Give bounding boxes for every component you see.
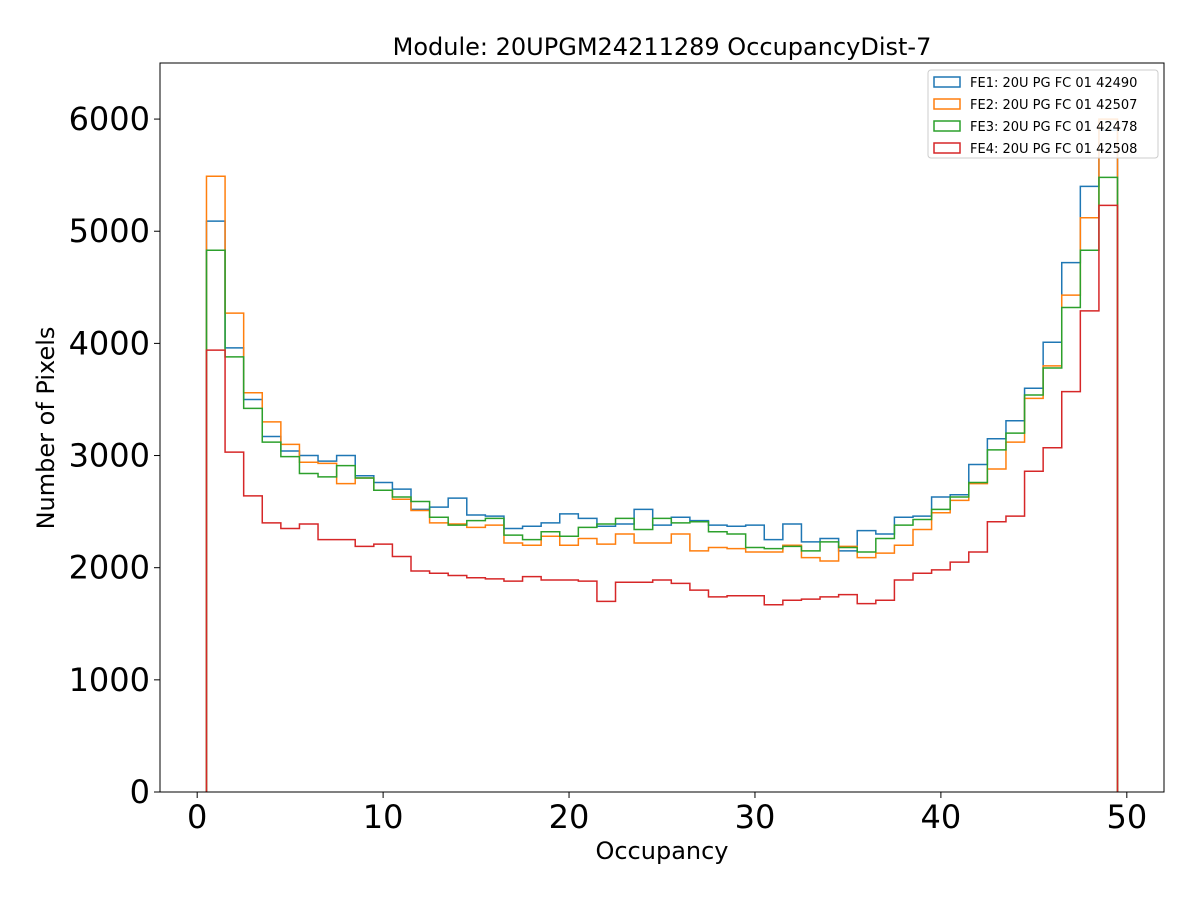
legend-swatch-fe4	[933, 142, 961, 154]
x-tick-label: 0	[187, 798, 207, 836]
legend-label-fe4: FE4: 20U PG FC 01 42508	[970, 142, 1137, 157]
x-axis-label: Occupancy	[595, 837, 728, 865]
plot-area	[159, 62, 1165, 793]
legend-label-fe3: FE3: 20U PG FC 01 42478	[970, 120, 1137, 135]
legend-label-fe1: FE1: 20U PG FC 01 42490	[970, 76, 1137, 91]
y-tick-label: 6000	[69, 100, 150, 138]
y-axis: 0 1000 2000 3000 4000 5000 6000	[69, 100, 160, 811]
y-tick-label: 0	[130, 773, 150, 811]
chart-title: Module: 20UPGM24211289 OccupancyDist-7	[393, 33, 932, 61]
y-tick-label: 2000	[69, 549, 150, 587]
x-tick-label: 30	[735, 798, 776, 836]
x-tick-label: 10	[363, 798, 404, 836]
legend-swatch-fe2	[933, 98, 961, 110]
legend-box	[927, 69, 1159, 159]
y-tick-label: 1000	[69, 661, 150, 699]
legend: FE1: 20U PG FC 01 42490 FE2: 20U PG FC 01…	[927, 69, 1159, 159]
x-tick-label: 40	[921, 798, 962, 836]
x-axis: 0 10 20 30 40 50	[187, 792, 1147, 836]
legend-swatch-fe3	[933, 120, 961, 132]
legend-swatch-fe1	[933, 76, 961, 88]
x-tick-label: 20	[549, 798, 590, 836]
y-tick-label: 3000	[69, 437, 150, 475]
y-tick-label: 5000	[69, 212, 150, 250]
x-tick-label: 50	[1106, 798, 1147, 836]
y-tick-label: 4000	[69, 324, 150, 362]
series-fe4-step-line	[205, 204, 1119, 792]
legend-label-fe2: FE2: 20U PG FC 01 42507	[970, 98, 1137, 113]
series-fe3-step-line	[205, 176, 1119, 792]
plot-frame	[159, 62, 1165, 793]
y-axis-label: Number of Pixels	[32, 327, 60, 530]
